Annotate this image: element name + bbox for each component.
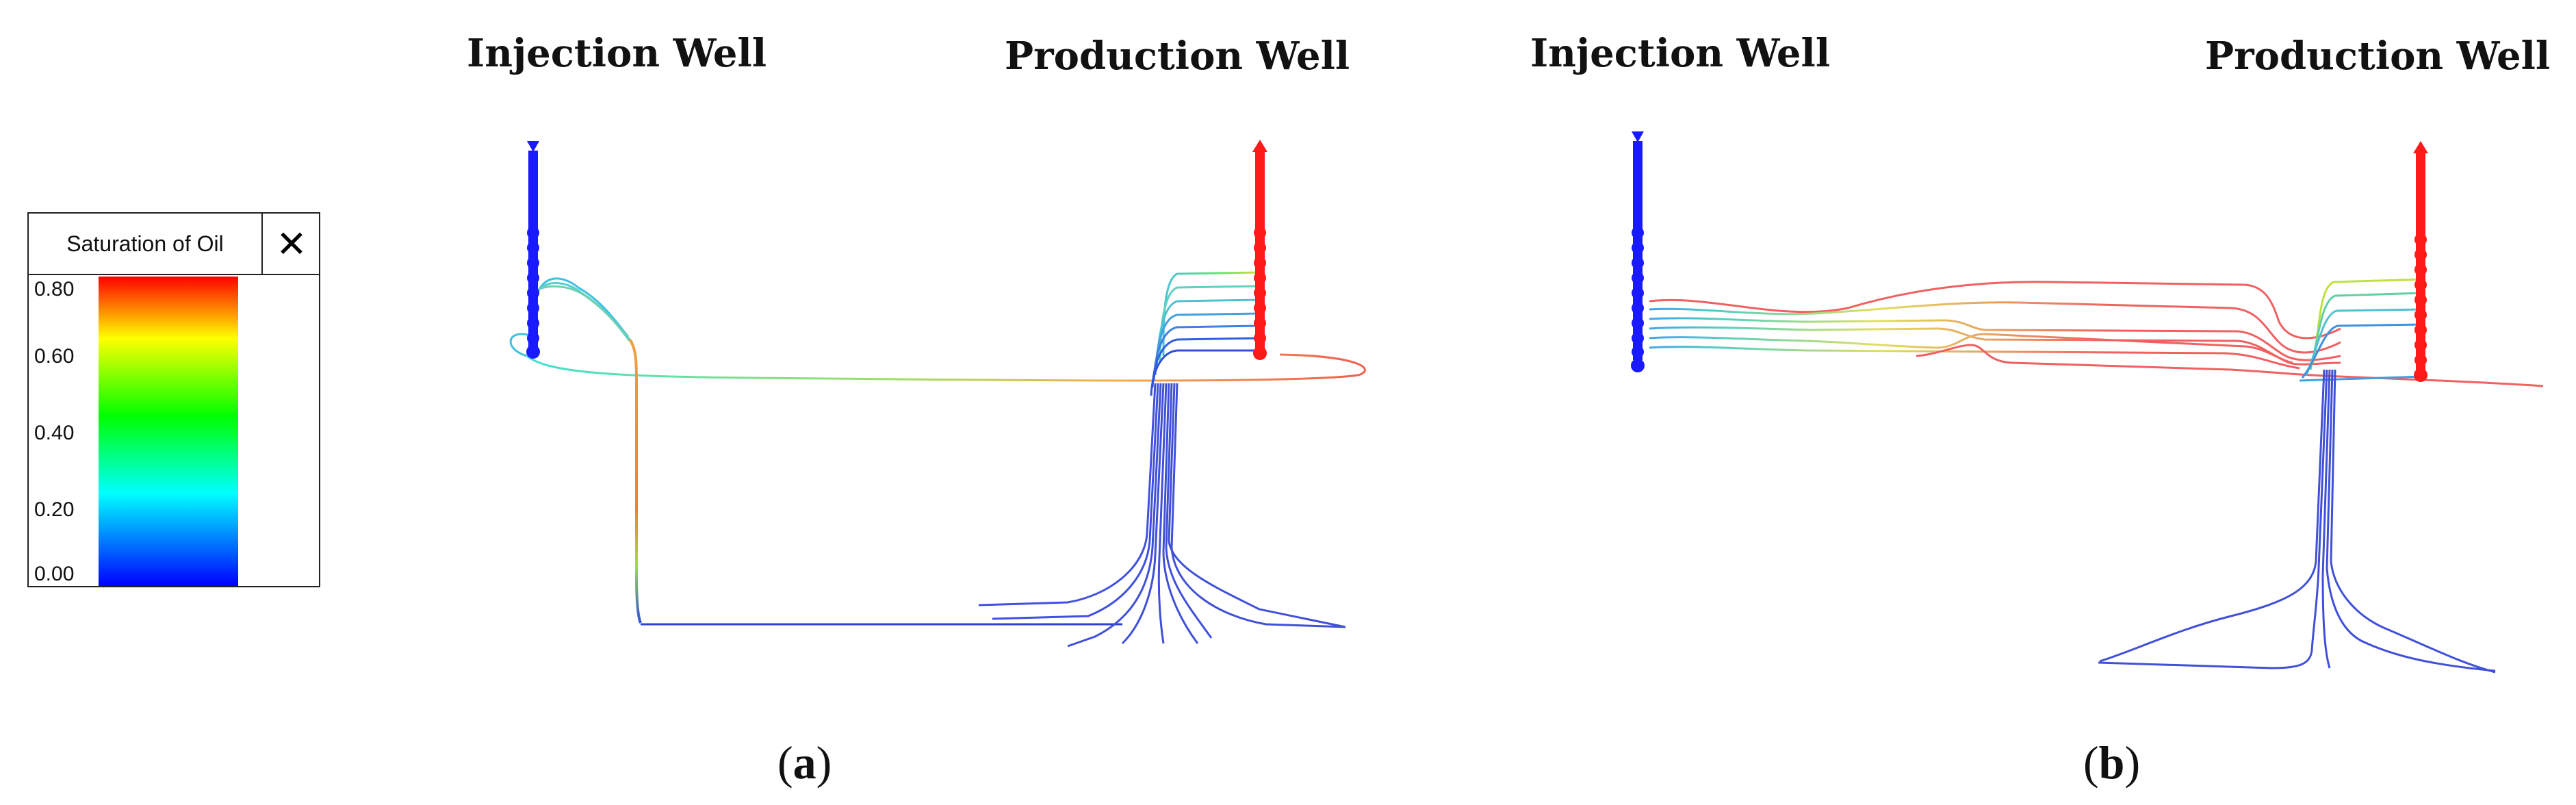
streamline [2098, 369, 2328, 669]
streamline [992, 383, 1159, 620]
panel-a-streamlines [509, 271, 1366, 648]
streamline [1154, 312, 1260, 376]
panel-a-production-well [1252, 140, 1267, 360]
streamline [2299, 375, 2423, 382]
streamline [1162, 383, 1199, 644]
streamline [1159, 285, 1260, 363]
streamline [2305, 308, 2423, 376]
streamline [1916, 344, 2544, 387]
legend-header: Saturation of Oil ✕ [29, 214, 319, 275]
streamline [2301, 323, 2423, 379]
close-icon[interactable]: ✕ [276, 222, 307, 266]
legend-tick-080: 0.80 [34, 278, 75, 301]
panel-b-injection-label: Injection Well [1530, 31, 1831, 76]
streamline [1121, 383, 1165, 645]
streamline [1165, 383, 1213, 639]
panel-a-injection-well [526, 141, 540, 359]
legend-tick-040: 0.40 [34, 422, 75, 444]
streamline [1155, 298, 1260, 370]
panel-b-caption: (b) [2083, 737, 2141, 789]
panel-a-caption: (a) [777, 737, 832, 789]
panel-a-production-label: Production Well [1005, 34, 1350, 79]
streamline [1649, 281, 2341, 340]
legend-tick-000: 0.00 [34, 563, 75, 585]
streamline [1649, 346, 2300, 370]
streamline [534, 285, 634, 344]
streamline [2312, 278, 2423, 363]
panel-b-injection-well [1631, 131, 1645, 372]
streamline [2326, 369, 2496, 672]
streamline [534, 282, 631, 342]
streamline [526, 353, 1366, 382]
streamline [2330, 369, 2496, 674]
streamline [1168, 383, 1346, 628]
streamline [1649, 326, 2341, 366]
legend-tick-060: 0.60 [34, 345, 75, 368]
legend-title: Saturation of Oil [29, 214, 263, 274]
streamline [2321, 369, 2331, 669]
streamline [978, 383, 1157, 606]
legend-color-bar [99, 277, 238, 586]
streamline [2099, 369, 2326, 663]
streamline [1150, 349, 1259, 396]
panel-b-streamlines [1649, 278, 2544, 674]
streamline [1157, 383, 1168, 644]
panel-b-production-well [2413, 141, 2428, 382]
streamline [1170, 383, 1346, 628]
streamline [1649, 317, 2341, 361]
streamline [1067, 383, 1162, 648]
streamline [1162, 271, 1260, 357]
streamline [534, 277, 630, 337]
panel-b-production-label: Production Well [2205, 34, 2551, 79]
saturation-legend: Saturation of Oil ✕ 0.80 0.60 0.40 0.20 … [27, 212, 320, 587]
streamline [509, 333, 531, 357]
panel-a-injection-label: Injection Well [467, 31, 767, 76]
streamline [628, 338, 642, 624]
streamline [1649, 333, 2293, 364]
legend-tick-020: 0.20 [34, 498, 75, 521]
streamline [1649, 301, 2341, 354]
